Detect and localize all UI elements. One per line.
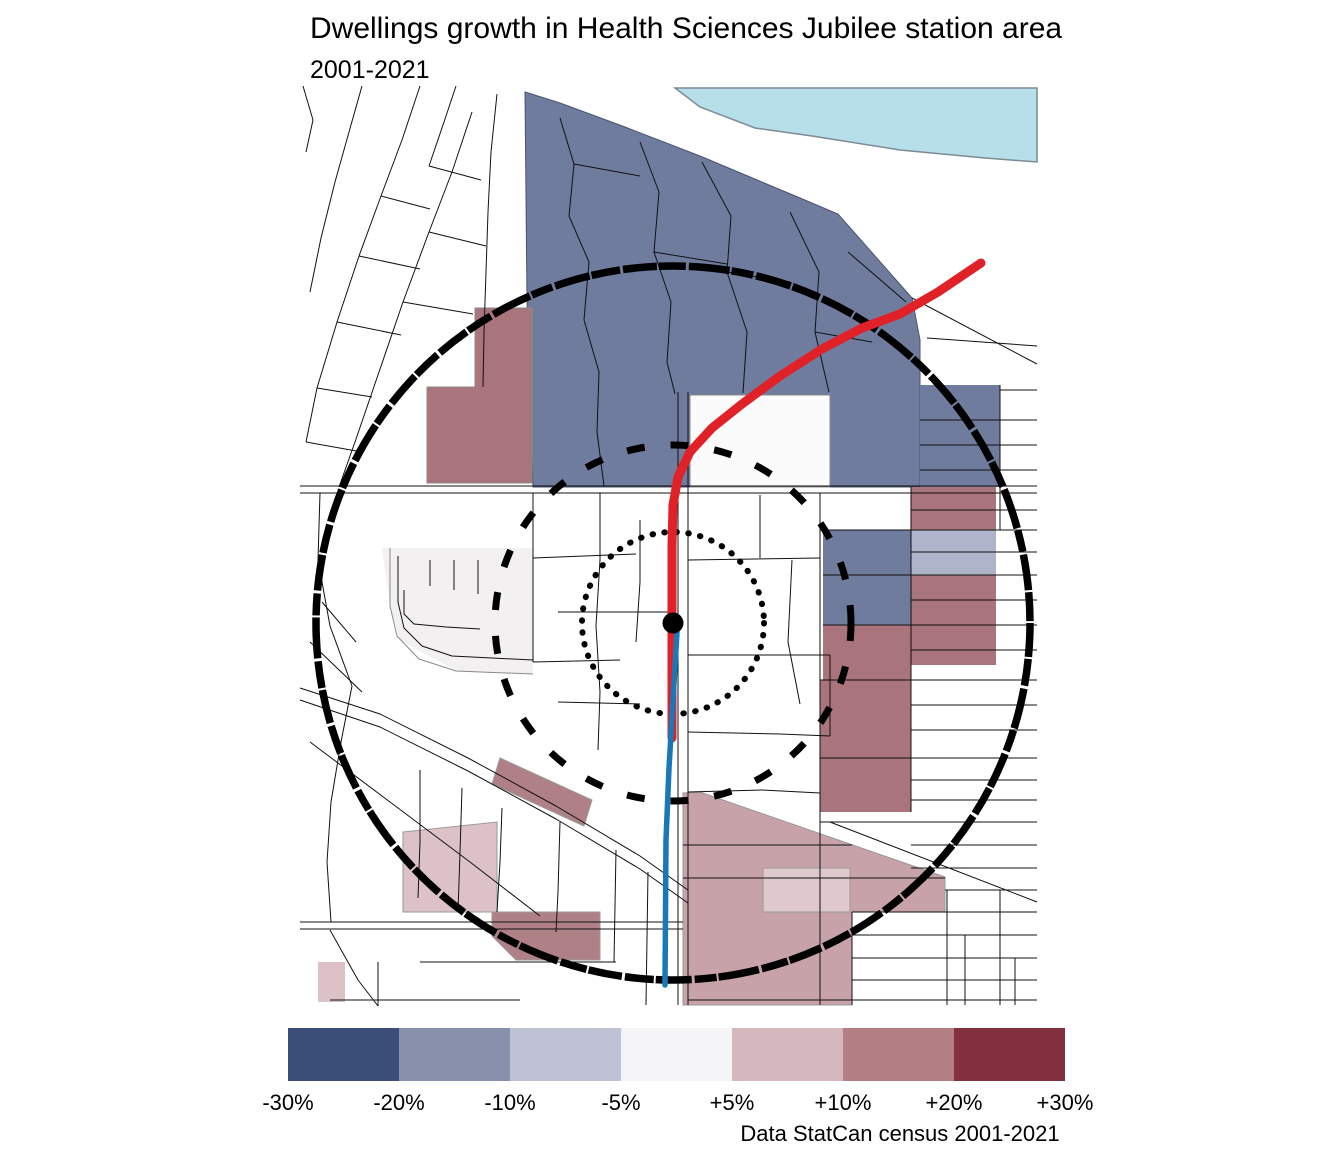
- road: [555, 821, 561, 933]
- water-body: [672, 87, 1038, 163]
- road: [316, 387, 373, 398]
- legend-label: +5%: [709, 1090, 755, 1115]
- road: [380, 195, 431, 210]
- road: [321, 601, 357, 643]
- legend-label: -20%: [373, 1090, 425, 1115]
- tract-blue-east-mid: [823, 530, 911, 625]
- tract-red-west: [426, 307, 533, 484]
- legend-swatch: [510, 1028, 621, 1081]
- road: [573, 163, 641, 177]
- road: [326, 685, 353, 923]
- road: [496, 807, 503, 913]
- rail-line-north: [667, 258, 986, 743]
- road: [305, 441, 363, 453]
- tract-red-east: [823, 625, 911, 680]
- legend-label: +20%: [925, 1090, 983, 1115]
- map-subtitle: 2001-2021: [310, 56, 430, 84]
- tract-pink-corner: [318, 962, 345, 1002]
- road: [645, 871, 649, 1006]
- tract-red-east: [820, 680, 911, 812]
- radius-ring-dashed: [491, 441, 855, 805]
- road: [358, 255, 421, 270]
- legend-label: +10%: [814, 1090, 872, 1115]
- road: [847, 251, 907, 303]
- road: [417, 770, 421, 899]
- radius-ring-solid: [312, 262, 1034, 984]
- road: [428, 165, 482, 181]
- tract-pink-inset: [762, 867, 851, 913]
- legend-swatch: [399, 1028, 510, 1081]
- legend-label: -30%: [262, 1090, 314, 1115]
- road: [687, 789, 821, 794]
- road: [911, 297, 1038, 365]
- road: [428, 85, 457, 167]
- legend-labels: -30% -20% -10% -5% +5% +10% +20% +30%: [0, 1090, 1344, 1115]
- road: [687, 557, 821, 561]
- legend-label: -5%: [601, 1090, 641, 1115]
- road: [389, 548, 534, 675]
- tract-red-corridor: [491, 757, 593, 827]
- road: [428, 231, 487, 247]
- road: [532, 553, 637, 559]
- station-marker: [662, 612, 684, 634]
- road: [329, 929, 379, 1007]
- road: [317, 492, 353, 687]
- road: [635, 520, 641, 643]
- road: [457, 787, 463, 913]
- road: [653, 251, 728, 265]
- legend-caption: Data StatCan census 2001-2021: [740, 1121, 1060, 1146]
- road: [402, 301, 474, 315]
- road: [482, 93, 498, 388]
- tract-red-east: [911, 487, 996, 530]
- road: [532, 659, 621, 663]
- road: [926, 337, 1038, 347]
- legend-swatch: [732, 1028, 843, 1081]
- tract-blue-east-top: [920, 385, 1000, 487]
- road: [336, 321, 402, 336]
- legend-swatch: [843, 1028, 954, 1081]
- road: [639, 141, 676, 395]
- road: [687, 731, 831, 737]
- legend-swatch: [621, 1028, 732, 1081]
- tract-light: [382, 548, 533, 674]
- road: [613, 849, 617, 963]
- road: [397, 556, 534, 661]
- legend-color-bar: [288, 1028, 1065, 1081]
- road: [789, 211, 830, 393]
- rail-line-south: [662, 629, 680, 988]
- tract-red-east: [911, 575, 996, 665]
- road: [787, 559, 801, 705]
- road: [309, 85, 363, 293]
- road: [559, 117, 605, 487]
- legend-swatch: [954, 1028, 1065, 1081]
- road: [299, 687, 689, 891]
- road: [302, 85, 314, 153]
- road: [595, 493, 601, 751]
- tract-white-notch: [689, 394, 831, 488]
- legend-swatch: [288, 1028, 399, 1081]
- legend-label: -10%: [484, 1090, 536, 1115]
- road: [403, 590, 481, 630]
- map-title: Dwellings growth in Health Sciences Jubi…: [310, 12, 1063, 45]
- legend-label: +30%: [1036, 1090, 1094, 1115]
